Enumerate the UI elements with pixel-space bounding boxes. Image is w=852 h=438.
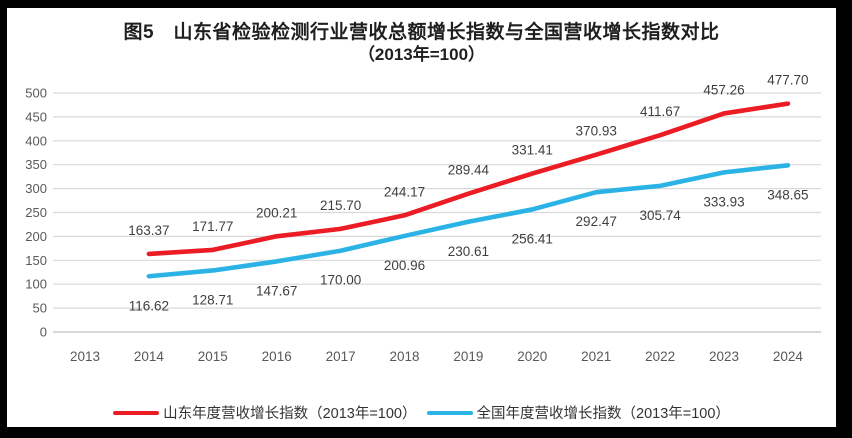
data-label: 256.41 xyxy=(512,231,553,246)
x-axis-tick-label: 2021 xyxy=(581,349,611,364)
x-axis-tick-label: 2019 xyxy=(453,349,483,364)
data-label: 128.71 xyxy=(192,292,233,307)
x-axis-tick-label: 2017 xyxy=(326,349,356,364)
data-label: 163.37 xyxy=(128,223,169,238)
data-label: 348.65 xyxy=(767,187,808,202)
y-axis-tick-label: 200 xyxy=(25,229,47,244)
y-axis-tick-label: 400 xyxy=(25,133,47,148)
y-axis-tick-label: 50 xyxy=(33,301,47,316)
data-label: 457.26 xyxy=(703,82,744,97)
chart-title: 图5 山东省检验检测行业营收总额增长指数与全国营收增长指数对比 xyxy=(123,22,720,43)
data-label: 200.96 xyxy=(384,258,425,273)
data-label: 305.74 xyxy=(639,208,681,223)
y-axis-tick-label: 450 xyxy=(25,109,47,124)
x-axis-tick-label: 2013 xyxy=(70,349,100,364)
data-label: 147.67 xyxy=(256,283,297,298)
y-axis-tick-label: 500 xyxy=(25,86,47,101)
x-axis-tick-label: 2018 xyxy=(389,349,419,364)
x-axis-tick-label: 2023 xyxy=(709,349,739,364)
x-axis-tick-label: 2014 xyxy=(134,349,165,364)
data-label: 331.41 xyxy=(512,143,553,158)
data-label: 333.93 xyxy=(703,194,744,209)
chart-title-block: 图5 山东省检验检测行业营收总额增长指数与全国营收增长指数对比 （2013年=1… xyxy=(7,21,836,66)
data-label: 116.62 xyxy=(129,298,169,313)
chart-subtitle: （2013年=100） xyxy=(357,45,486,64)
data-label: 244.17 xyxy=(384,184,425,199)
x-axis-tick-label: 2016 xyxy=(262,349,292,364)
y-axis-tick-label: 150 xyxy=(25,253,47,268)
legend-label-national: 全国年度营收增长指数（2013年=100） xyxy=(476,406,730,422)
shandong-series-swatch xyxy=(113,410,160,415)
legend-item-shandong: 山东年度营收增长指数（2013年=100） xyxy=(113,402,417,423)
data-label: 292.47 xyxy=(576,214,617,229)
data-label: 215.70 xyxy=(320,198,361,213)
shandong-series-line xyxy=(146,101,791,257)
legend: 山东年度营收增长指数（2013年=100） 全国年度营收增长指数（2013年=1… xyxy=(7,402,836,423)
data-label: 370.93 xyxy=(576,124,617,139)
data-label: 411.67 xyxy=(640,104,680,119)
y-axis-tick-label: 100 xyxy=(25,277,47,292)
national-series-swatch xyxy=(426,410,473,415)
legend-label-shandong: 山东年度营收增长指数（2013年=100） xyxy=(163,406,417,422)
x-axis-tick-label: 2024 xyxy=(773,349,804,364)
data-label: 230.61 xyxy=(448,244,489,259)
chart-canvas: 图5 山东省检验检测行业营收总额增长指数与全国营收增长指数对比 （2013年=1… xyxy=(7,8,836,427)
y-axis-tick-label: 300 xyxy=(25,181,47,196)
x-axis-tick-label: 2015 xyxy=(198,349,228,364)
x-axis-tick-label: 2020 xyxy=(517,349,547,364)
data-label: 477.70 xyxy=(767,73,808,88)
data-label: 200.21 xyxy=(256,205,297,220)
x-axis-tick-label: 2022 xyxy=(645,349,675,364)
national-series-line xyxy=(146,163,791,279)
data-label: 170.00 xyxy=(320,273,361,288)
data-label: 289.44 xyxy=(448,163,490,178)
y-axis-tick-label: 0 xyxy=(40,325,47,340)
data-label: 171.77 xyxy=(192,219,233,234)
y-axis-tick-label: 250 xyxy=(25,205,47,220)
legend-item-national: 全国年度营收增长指数（2013年=100） xyxy=(426,402,730,423)
line-chart-plot: 0 50 100 150 200 250 300 350 400 450 500 2013 2014 20… xyxy=(25,73,821,364)
y-axis-tick-label: 350 xyxy=(25,157,47,172)
